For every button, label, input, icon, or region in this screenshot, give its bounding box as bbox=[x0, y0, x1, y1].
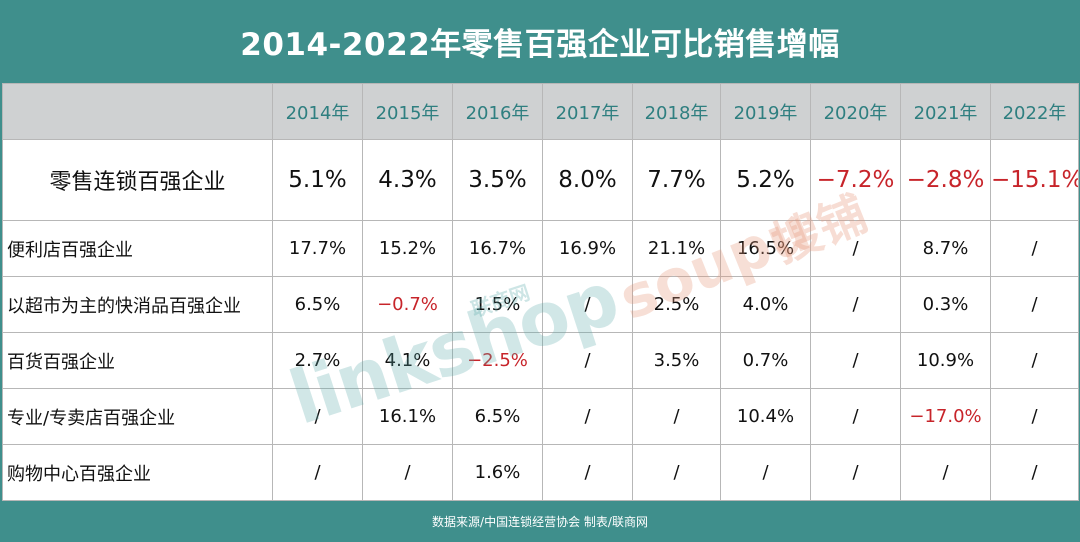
value-cell: / bbox=[362, 444, 453, 501]
growth-table: 2014年 2015年 2016年 2017年 2018年 2019年 2020年 2021年… bbox=[2, 83, 1079, 501]
value-cell: −7.2% bbox=[810, 139, 901, 221]
value-cell: / bbox=[720, 444, 811, 501]
value-cell: 16.5% bbox=[720, 220, 811, 277]
header-corner bbox=[2, 83, 273, 140]
value-cell: −15.1% bbox=[990, 139, 1079, 221]
value-cell: 4.0% bbox=[720, 276, 811, 333]
table-row: 零售连锁百强企业 5.1% 4.3% 3.5% 8.0% 7.7% 5.2% −7.2% −2.… bbox=[2, 139, 1079, 221]
value-cell: 1.6% bbox=[452, 444, 543, 501]
year-header: 2021年 bbox=[900, 83, 991, 140]
value-cell: / bbox=[990, 444, 1079, 501]
value-cell: 5.1% bbox=[272, 139, 363, 221]
table-row: 专业/专卖店百强企业/16.1% 6.5% //10.4% / −17.0% / bbox=[2, 388, 1079, 445]
table-row: 百货百强企业 2.7% 4.1% −2.5%/3.5% 0.7%/10.9% / bbox=[2, 332, 1079, 389]
value-cell: −17.0% bbox=[900, 388, 991, 445]
source-footer: 数据来源/中国连锁经营协会 制表/联商网 bbox=[432, 514, 648, 529]
value-cell: / bbox=[542, 276, 633, 333]
value-cell: 6.5% bbox=[272, 276, 363, 333]
value-cell: / bbox=[632, 444, 721, 501]
value-cell: / bbox=[272, 444, 363, 501]
value-cell: −2.5% bbox=[452, 332, 543, 389]
value-cell: / bbox=[810, 444, 901, 501]
year-header: 2017年 bbox=[542, 83, 633, 140]
value-cell: / bbox=[542, 444, 633, 501]
value-cell: / bbox=[810, 220, 901, 277]
value-cell: 16.9% bbox=[542, 220, 633, 277]
year-header: 2018年 bbox=[632, 83, 721, 140]
value-cell: 3.5% bbox=[632, 332, 721, 389]
table-row: 购物中心百强企业 //1.6% / / / / / / bbox=[2, 444, 1079, 501]
year-header: 2020年 bbox=[810, 83, 901, 140]
value-cell: 0.7% bbox=[720, 332, 811, 389]
value-cell: / bbox=[990, 332, 1079, 389]
value-cell: / bbox=[810, 276, 901, 333]
table-row: 以超市为主的快消品百强企业 6.5% −0.7% 1.5%/2.5% 4.0%/0.3%… bbox=[2, 276, 1079, 333]
value-cell: 16.1% bbox=[362, 388, 453, 445]
value-cell: 2.7% bbox=[272, 332, 363, 389]
table-title: 2014-2022年零售百强企业可比销售增幅 bbox=[0, 0, 1080, 83]
row-label: 购物中心百强企业 bbox=[2, 444, 273, 501]
value-cell: 16.7% bbox=[452, 220, 543, 277]
value-cell: 7.7% bbox=[632, 139, 721, 221]
value-cell: / bbox=[990, 220, 1079, 277]
value-cell: / bbox=[900, 444, 991, 501]
value-cell: 10.4% bbox=[720, 388, 811, 445]
value-cell: / bbox=[542, 388, 633, 445]
value-cell: 6.5% bbox=[452, 388, 543, 445]
year-header: 2014年 bbox=[272, 83, 363, 140]
year-header: 2019年 bbox=[720, 83, 811, 140]
value-cell: 3.5% bbox=[452, 139, 543, 221]
value-cell: −0.7% bbox=[362, 276, 453, 333]
value-cell: 2.5% bbox=[632, 276, 721, 333]
value-cell: / bbox=[632, 388, 721, 445]
value-cell: / bbox=[810, 332, 901, 389]
value-cell: / bbox=[542, 332, 633, 389]
value-cell: −2.8% bbox=[900, 139, 991, 221]
table-row: 便利店百强企业 17.7% 15.2% 16.7% 16.9% 21.1% 16.5%/8.… bbox=[2, 220, 1079, 277]
value-cell: / bbox=[990, 276, 1079, 333]
value-cell: 17.7% bbox=[272, 220, 363, 277]
value-cell: 21.1% bbox=[632, 220, 721, 277]
value-cell: / bbox=[810, 388, 901, 445]
value-cell: 0.3% bbox=[900, 276, 991, 333]
row-label: 便利店百强企业 bbox=[2, 220, 273, 277]
value-cell: 8.7% bbox=[900, 220, 991, 277]
value-cell: / bbox=[990, 388, 1079, 445]
year-header: 2016年 bbox=[452, 83, 543, 140]
value-cell: 8.0% bbox=[542, 139, 633, 221]
row-label: 以超市为主的快消品百强企业 bbox=[2, 276, 273, 333]
header-row: 2014年 2015年 2016年 2017年 2018年 2019年 2020年 2021年… bbox=[2, 83, 1079, 140]
value-cell: 1.5% bbox=[452, 276, 543, 333]
value-cell: 15.2% bbox=[362, 220, 453, 277]
value-cell: 5.2% bbox=[720, 139, 811, 221]
row-label: 百货百强企业 bbox=[2, 332, 273, 389]
value-cell: 10.9% bbox=[900, 332, 991, 389]
value-cell: 4.1% bbox=[362, 332, 453, 389]
year-header: 2015年 bbox=[362, 83, 453, 140]
row-label: 专业/专卖店百强企业 bbox=[2, 388, 273, 445]
row-label: 零售连锁百强企业 bbox=[2, 139, 273, 221]
year-header: 2022年 bbox=[990, 83, 1079, 140]
value-cell: / bbox=[272, 388, 363, 445]
value-cell: 4.3% bbox=[362, 139, 453, 221]
